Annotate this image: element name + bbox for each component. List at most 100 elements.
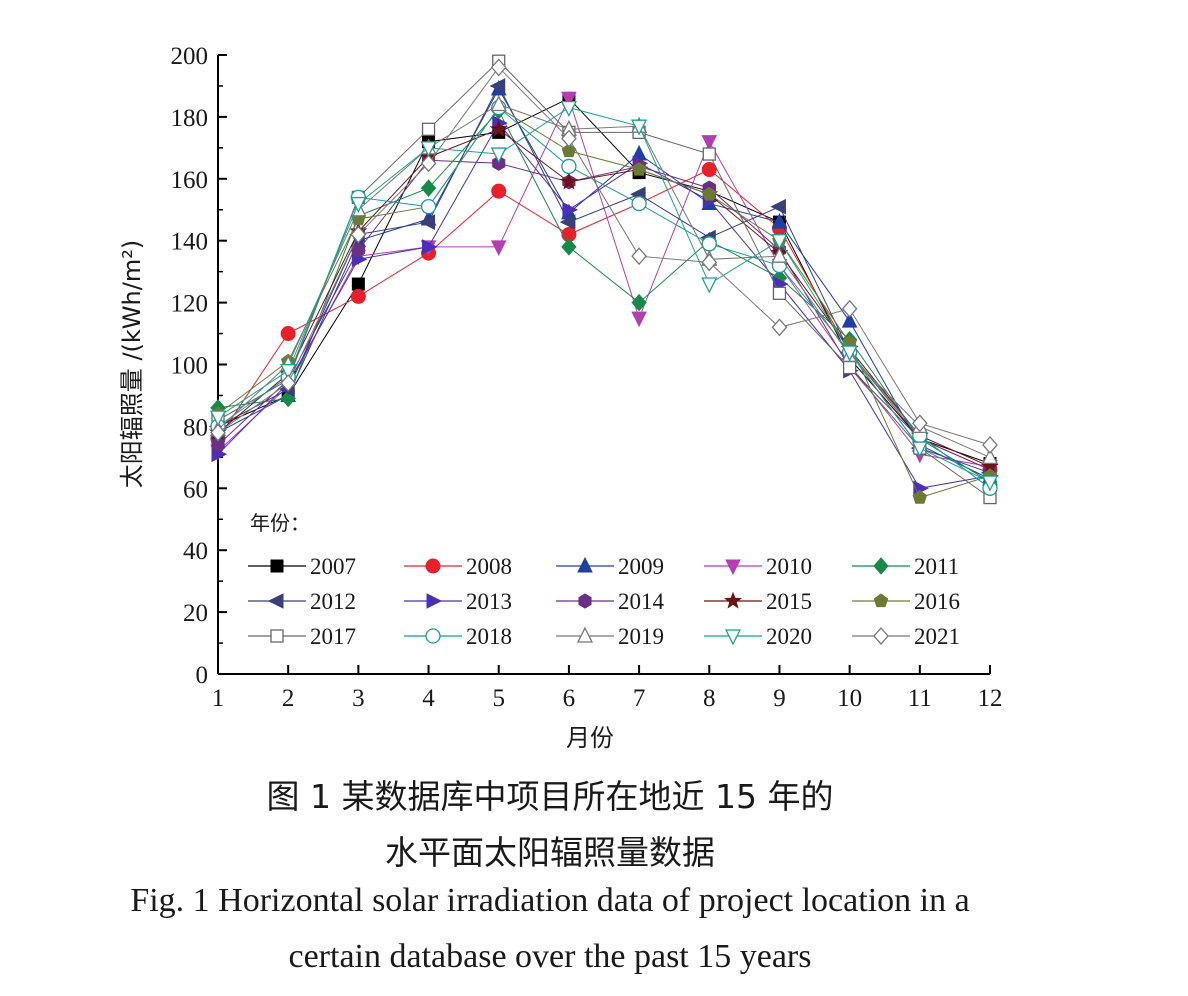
y-tick-label: 160: [171, 167, 209, 194]
y-tick-label: 140: [171, 229, 209, 256]
data-point-2018-8: [701, 236, 717, 252]
x-tick-label: 1: [212, 685, 225, 712]
data-point-2020-1: [209, 410, 227, 427]
series-2020: [209, 100, 999, 492]
y-tick-label: 0: [196, 662, 209, 689]
legend-title: 年份：: [250, 511, 310, 535]
y-tick-label: 60: [183, 476, 208, 503]
figure-caption-en-line1: Fig. 1 Horizontal solar irradiation data…: [130, 882, 970, 919]
figure-caption-zh-line2: 水平面太阳辐照量数据: [385, 833, 715, 872]
data-point-2009-9: [771, 213, 788, 229]
y-tick-label: 100: [171, 353, 209, 380]
data-point-2020-4: [420, 141, 437, 158]
legend-item-2007: 2007: [248, 554, 356, 579]
legend-marker: [426, 593, 443, 609]
legend-label: 2021: [914, 624, 960, 649]
data-point-2020-10: [841, 345, 858, 362]
data-point-2021-2: [280, 374, 297, 393]
data-point-2010-6: [561, 91, 577, 108]
series-2013: [211, 115, 1000, 497]
legend-label: 2007: [310, 554, 356, 579]
legend-label: 2011: [914, 554, 959, 579]
data-point-2014-1: [211, 437, 225, 453]
series-line-2015: [217, 128, 991, 468]
legend-marker: [425, 558, 441, 574]
data-point-2016-11: [912, 489, 928, 504]
data-point-2014-3: [351, 242, 365, 258]
series-2007: [211, 91, 997, 471]
data-point-2012-6: [559, 214, 576, 230]
legend-marker: [724, 629, 742, 646]
legend-marker: [873, 627, 889, 645]
y-tick-label: 40: [183, 538, 208, 565]
legend-marker: [425, 628, 441, 644]
data-point-2020-9: [771, 234, 788, 251]
y-axis-title: 太阳辐照量 /(kWh/m²): [118, 240, 146, 488]
x-tick-label: 7: [633, 685, 646, 712]
legend-marker: [873, 593, 889, 608]
legend-label: 2014: [618, 589, 665, 614]
data-point-2018-4: [420, 199, 437, 215]
data-point-2016-7: [631, 161, 647, 176]
series-2009: [210, 79, 998, 486]
data-point-2012-9: [770, 198, 786, 215]
series-line-2013: [217, 122, 991, 489]
figure-caption-zh-line1: 图 1 某数据库中项目所在地近 15 年的: [266, 777, 834, 816]
legend-item-2010: 2010: [704, 554, 812, 579]
y-tick-label: 200: [171, 43, 209, 70]
legend-item-2009: 2009: [556, 554, 664, 579]
data-point-2012-5: [489, 78, 506, 94]
data-point-2017-10: [842, 360, 857, 375]
x-tick-label: 11: [908, 685, 932, 712]
data-point-2018-6: [561, 158, 577, 175]
series-2008: [210, 162, 998, 478]
legend-label: 2016: [914, 589, 960, 614]
data-point-2020-3: [350, 196, 367, 214]
data-point-2016-8: [702, 186, 717, 201]
legend-item-2020: 2020: [704, 624, 812, 649]
data-point-2010-8: [701, 135, 718, 151]
data-point-2019-12: [981, 447, 999, 465]
data-point-2021-3: [350, 225, 367, 244]
data-point-2021-8: [701, 253, 718, 272]
data-point-2018-7: [631, 195, 647, 212]
y-tick-label: 180: [171, 105, 209, 132]
data-point-2017-4: [421, 122, 436, 136]
legend-item-2014: 2014: [556, 589, 665, 614]
data-point-2021-4: [420, 154, 437, 173]
series-layer: [208, 54, 1000, 505]
legend-marker: [873, 557, 889, 575]
legend-label: 2020: [766, 624, 812, 649]
series-line-2011: [217, 109, 991, 483]
data-point-2015-5: [489, 119, 508, 137]
data-point-2020-6: [560, 100, 577, 118]
legend-label: 2013: [466, 589, 512, 614]
data-point-2017-8: [702, 147, 716, 161]
data-point-2019-5: [490, 95, 507, 112]
legend-marker: [576, 626, 594, 643]
legend-marker: [578, 593, 592, 609]
data-point-2020-12: [981, 475, 999, 492]
data-point-2011-7: [631, 293, 647, 312]
data-point-2021-11: [911, 414, 928, 433]
data-point-2015-6: [559, 172, 578, 190]
series-line-2014: [217, 159, 991, 471]
x-tick-label: 6: [563, 685, 576, 712]
data-point-2013-6: [562, 201, 579, 218]
y-tick-label: 80: [183, 414, 208, 441]
series-2017: [211, 54, 997, 505]
series-line-2018: [217, 106, 991, 489]
x-tick-label: 5: [492, 685, 505, 712]
data-point-2020-11: [911, 441, 928, 458]
series-2021: [210, 58, 998, 454]
legend-item-2012: 2012: [248, 589, 356, 614]
data-point-2017-9: [772, 286, 787, 300]
series-line-2020: [217, 107, 991, 483]
legend-item-2008: 2008: [404, 554, 512, 579]
legend-item-2017: 2017: [248, 624, 356, 649]
legend-item-2019: 2019: [556, 624, 664, 649]
y-tick-label: 120: [171, 291, 209, 318]
x-tick-label: 12: [978, 685, 1003, 712]
